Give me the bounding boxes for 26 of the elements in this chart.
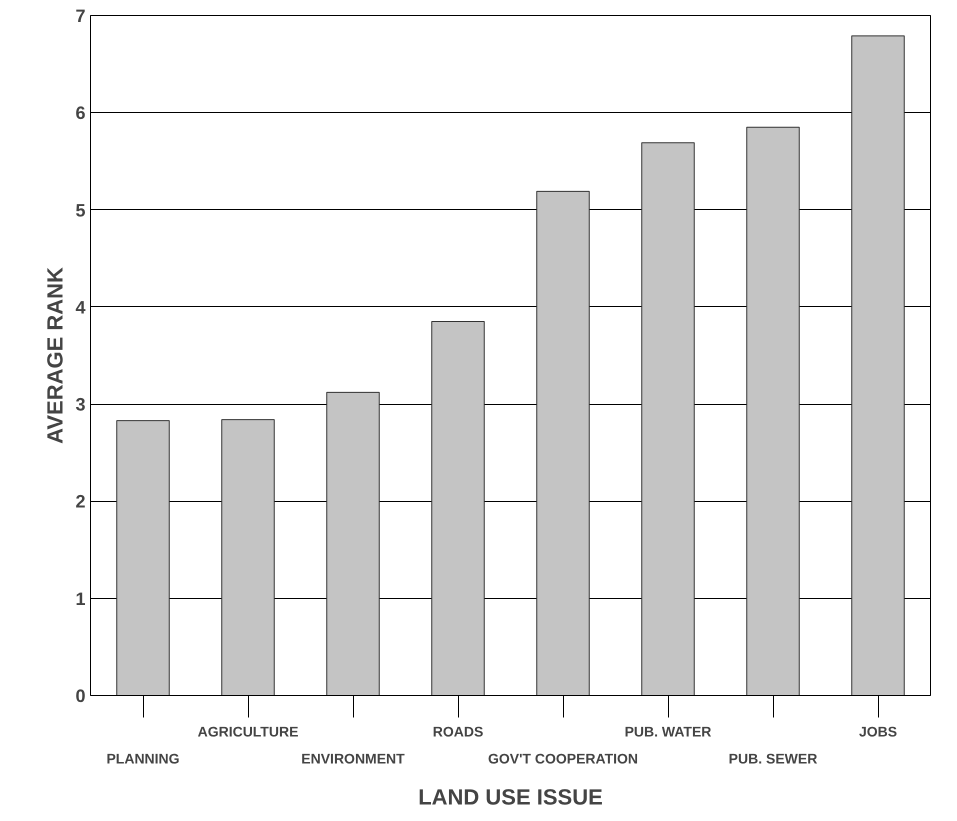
bar (641, 142, 695, 696)
x-tick-label: JOBS (858, 724, 898, 740)
x-tick-label: GOV'T COOPERATION (488, 750, 638, 766)
bar (116, 420, 170, 696)
y-tick-label: 2 (75, 492, 86, 512)
y-tick-label: 1 (75, 588, 86, 609)
y-tick-label: 7 (75, 6, 86, 26)
y-tick-label: 5 (75, 200, 86, 220)
x-tick-label: PLANNING (106, 750, 180, 766)
y-tick-label: 6 (75, 103, 86, 124)
bar (746, 126, 800, 696)
bar (851, 35, 905, 696)
x-tick-label: AGRICULTURE (198, 724, 298, 740)
x-tick-label: ENVIRONMENT (301, 750, 406, 766)
bar (536, 190, 590, 696)
x-axis-title: LAND USE ISSUE (418, 784, 603, 810)
x-tick-label: ROADS (432, 724, 484, 740)
bar (431, 321, 485, 696)
x-tick-label: PUB. SEWER (728, 750, 818, 766)
bar (326, 392, 380, 696)
y-tick-label: 0 (75, 686, 86, 706)
y-tick-label: 3 (75, 394, 86, 415)
y-axis-title: AVERAGE RANK (42, 266, 68, 444)
y-tick-label: 4 (75, 297, 86, 318)
bar (221, 419, 275, 696)
x-tick-label: PUB. WATER (624, 724, 712, 740)
